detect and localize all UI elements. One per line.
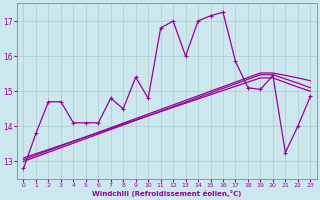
X-axis label: Windchill (Refroidissement éolien,°C): Windchill (Refroidissement éolien,°C) (92, 190, 242, 197)
